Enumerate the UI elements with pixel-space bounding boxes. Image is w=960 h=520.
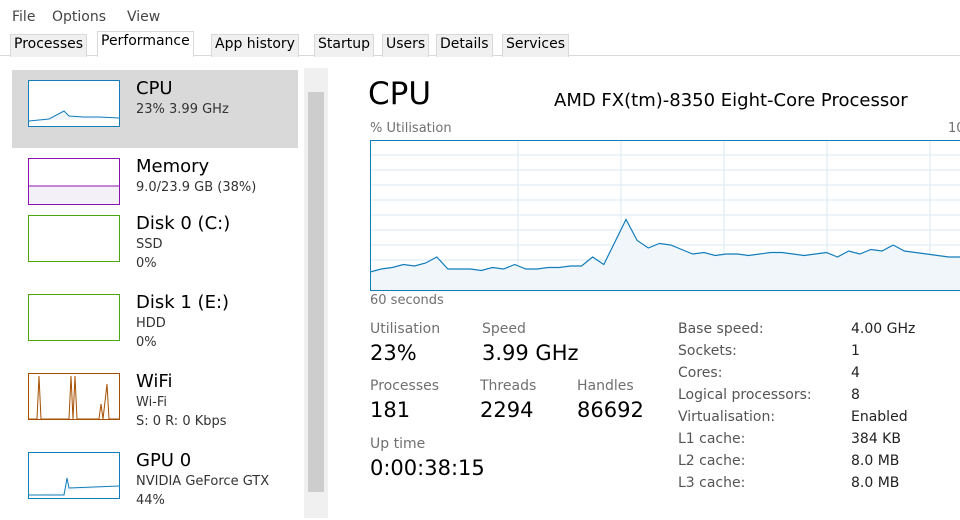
thumbnail <box>28 452 120 499</box>
stat-value: 23% <box>370 341 417 365</box>
y-label: % Utilisation <box>370 121 452 136</box>
sidebar-item[interactable]: CPU 23% 3.99 GHz <box>12 70 298 148</box>
item-line: 23% 3.99 GHz <box>136 102 229 117</box>
item-line: S: 0 R: 0 Kbps <box>136 414 227 429</box>
item-title: Disk 1 (E:) <box>136 292 230 313</box>
item-title: GPU 0 <box>136 450 192 471</box>
detail-value: 8.0 MB <box>851 475 900 491</box>
detail-label: Logical processors: <box>678 387 812 403</box>
stat-label: Utilisation <box>370 321 441 337</box>
scrollbar[interactable] <box>304 68 328 518</box>
item-line: HDD <box>136 316 166 331</box>
graph-border <box>370 140 960 291</box>
cpu-graph <box>370 140 960 291</box>
detail-value: 8 <box>851 387 860 403</box>
tab[interactable]: Users <box>382 34 430 57</box>
item-line: 0% <box>136 256 157 271</box>
item-title: Memory <box>136 156 210 177</box>
stat-label: Handles <box>577 378 634 394</box>
area <box>370 219 960 290</box>
line <box>370 218 960 273</box>
detail-label: L2 cache: <box>678 453 746 469</box>
thumbnail <box>28 80 120 127</box>
item-line: 44% <box>136 493 165 508</box>
detail-label: L3 cache: <box>678 475 746 491</box>
stat-value: 2294 <box>480 398 534 422</box>
stat-value: 3.99 GHz <box>482 341 579 365</box>
detail-label: Virtualisation: <box>678 409 776 425</box>
stat-value: 86692 <box>577 398 644 422</box>
menu-item[interactable]: File <box>12 9 36 25</box>
detail-value: Enabled <box>851 409 908 425</box>
item-line: SSD <box>136 237 163 252</box>
item-title: WiFi <box>136 371 173 392</box>
sidebar-item[interactable]: Memory 9.0/23.9 GB (38%) <box>12 148 298 226</box>
detail-value: 1 <box>851 343 860 359</box>
menu-item[interactable]: View <box>127 9 161 25</box>
stat-label: Up time <box>370 436 426 452</box>
stat-label: Speed <box>482 321 526 337</box>
thumbnail <box>28 373 120 420</box>
detail-label: Sockets: <box>678 343 737 359</box>
detail-value: 8.0 MB <box>851 453 900 469</box>
detail-value: 4.00 GHz <box>851 321 916 337</box>
item-line: 9.0/23.9 GB (38%) <box>136 180 257 195</box>
item-title: CPU <box>136 78 173 99</box>
tab[interactable]: Details <box>436 34 493 57</box>
processor-name: AMD FX(tm)-8350 Eight-Core Processor <box>554 90 908 111</box>
x-label: 60 seconds <box>370 293 444 308</box>
sidebar-item[interactable]: WiFi Wi-Fi S: 0 R: 0 Kbps <box>12 363 298 441</box>
tab[interactable]: App history <box>211 34 299 57</box>
detail-value: 4 <box>851 365 860 381</box>
thumbnail <box>28 294 120 341</box>
sidebar-item[interactable]: Disk 1 (E:) HDD 0% <box>12 284 298 362</box>
stat-label: Processes <box>370 378 440 394</box>
thumbnail <box>28 215 120 262</box>
scroll-thumb[interactable] <box>308 92 324 492</box>
detail-label: L1 cache: <box>678 431 746 447</box>
sidebar-item[interactable]: GPU 0 NVIDIA GeForce GTX 44% <box>12 442 298 520</box>
tab[interactable]: Services <box>502 34 570 57</box>
page-title: CPU <box>368 76 432 112</box>
detail-label: Cores: <box>678 365 723 381</box>
sidebar-item[interactable]: Disk 0 (C:) SSD 0% <box>12 205 298 283</box>
stat-value: 181 <box>370 398 411 422</box>
thumbnail <box>28 158 120 205</box>
stat-label: Threads <box>480 378 537 394</box>
detail-value: 384 KB <box>851 431 901 447</box>
tab[interactable]: Processes <box>10 34 88 57</box>
tab[interactable]: Startup <box>314 34 374 57</box>
item-line: 0% <box>136 335 157 350</box>
menu-item[interactable]: Options <box>52 9 107 25</box>
item-line: Wi-Fi <box>136 395 168 410</box>
detail-label: Base speed: <box>678 321 764 337</box>
item-title: Disk 0 (C:) <box>136 213 231 234</box>
y-max-label: 100% <box>948 121 960 136</box>
stat-value: 0:00:38:15 <box>370 456 485 480</box>
tab[interactable]: Performance <box>97 31 194 57</box>
item-line: NVIDIA GeForce GTX <box>136 474 270 489</box>
